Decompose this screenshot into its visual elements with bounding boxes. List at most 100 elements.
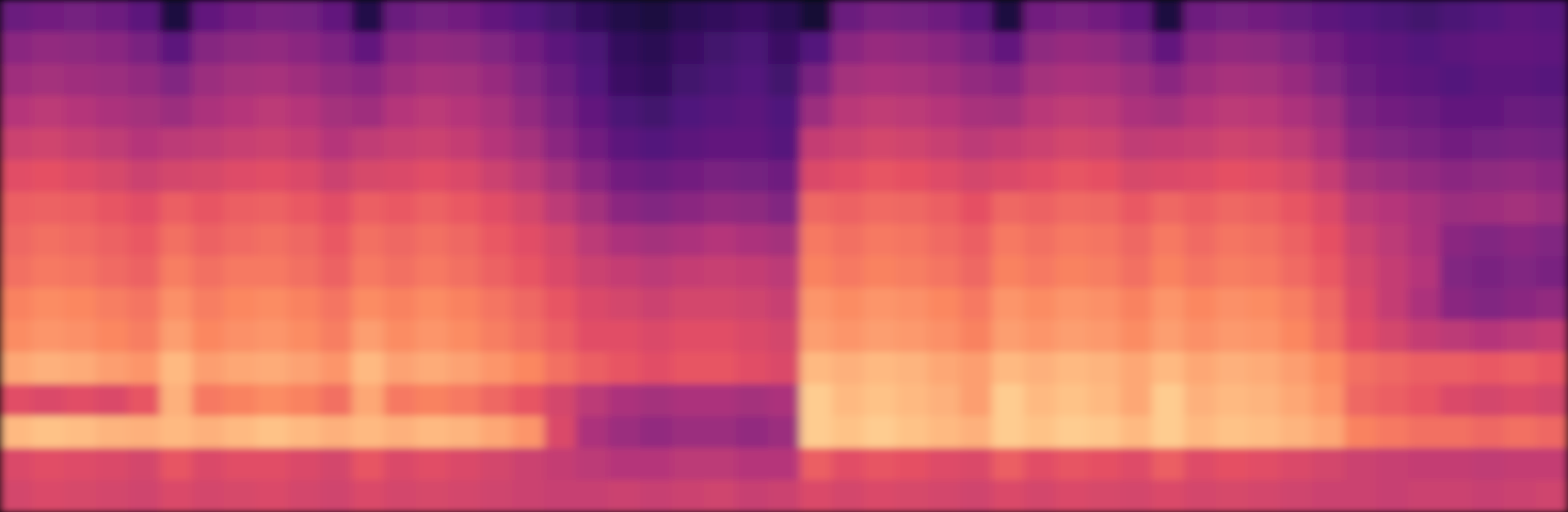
- cell: [1056, 224, 1089, 257]
- cell: [0, 256, 33, 289]
- cell: [32, 448, 65, 481]
- cell: [544, 0, 577, 33]
- cell: [1120, 384, 1153, 417]
- cell: [704, 288, 737, 321]
- cell: [1120, 480, 1153, 512]
- cell: [480, 192, 513, 225]
- cell: [672, 416, 705, 449]
- cell: [1248, 224, 1281, 257]
- cell: [288, 128, 321, 161]
- cell: [576, 384, 609, 417]
- cell: [1472, 288, 1505, 321]
- cell: [736, 160, 769, 193]
- cell: [1376, 192, 1409, 225]
- cell: [352, 96, 385, 129]
- cell: [576, 256, 609, 289]
- cell: [768, 64, 801, 97]
- cell: [160, 192, 193, 225]
- cell: [256, 320, 289, 353]
- cell: [1120, 128, 1153, 161]
- cell: [1408, 224, 1441, 257]
- cell: [416, 32, 449, 65]
- cell: [256, 32, 289, 65]
- cell: [864, 128, 897, 161]
- cell: [1504, 320, 1537, 353]
- cell: [64, 352, 97, 385]
- cell: [1536, 224, 1568, 257]
- cell: [0, 160, 33, 193]
- cell: [1120, 288, 1153, 321]
- cell: [1280, 384, 1313, 417]
- cell: [864, 32, 897, 65]
- cell: [224, 0, 257, 33]
- cell: [352, 416, 385, 449]
- cell: [1120, 416, 1153, 449]
- cell: [352, 288, 385, 321]
- cell: [864, 160, 897, 193]
- cell: [128, 32, 161, 65]
- cell: [64, 448, 97, 481]
- cell: [1536, 480, 1568, 512]
- cell: [96, 128, 129, 161]
- cell: [416, 352, 449, 385]
- cell: [640, 128, 673, 161]
- cell: [1472, 352, 1505, 385]
- cell: [672, 256, 705, 289]
- cell: [1280, 32, 1313, 65]
- cell: [32, 320, 65, 353]
- cell: [1056, 128, 1089, 161]
- cell: [800, 416, 833, 449]
- cell: [1216, 352, 1249, 385]
- cell: [0, 352, 33, 385]
- cell: [928, 448, 961, 481]
- cell: [832, 352, 865, 385]
- cell: [480, 64, 513, 97]
- cell: [928, 160, 961, 193]
- cell: [1088, 352, 1121, 385]
- cell: [32, 288, 65, 321]
- cell: [576, 480, 609, 512]
- cell: [128, 288, 161, 321]
- cell: [192, 128, 225, 161]
- cell: [1504, 32, 1537, 65]
- cell: [1216, 480, 1249, 512]
- cell: [1248, 192, 1281, 225]
- cell: [1088, 128, 1121, 161]
- cell: [576, 288, 609, 321]
- cell: [544, 288, 577, 321]
- cell: [640, 192, 673, 225]
- cell: [1408, 288, 1441, 321]
- cell: [320, 192, 353, 225]
- cell: [320, 288, 353, 321]
- cell: [704, 352, 737, 385]
- cell: [1024, 384, 1057, 417]
- cell: [416, 192, 449, 225]
- cell: [96, 384, 129, 417]
- cell: [64, 0, 97, 33]
- cell: [384, 160, 417, 193]
- cell: [1024, 480, 1057, 512]
- cell: [160, 32, 193, 65]
- cell: [1248, 288, 1281, 321]
- cell: [576, 224, 609, 257]
- cell: [640, 224, 673, 257]
- cell: [576, 0, 609, 33]
- cell: [160, 448, 193, 481]
- cell: [1056, 384, 1089, 417]
- cell: [928, 64, 961, 97]
- cell: [1152, 480, 1185, 512]
- cell: [1312, 128, 1345, 161]
- cell: [1440, 32, 1473, 65]
- cell: [192, 416, 225, 449]
- cell: [1024, 416, 1057, 449]
- cell: [352, 480, 385, 512]
- cell: [1312, 160, 1345, 193]
- cell: [1088, 384, 1121, 417]
- cell: [128, 480, 161, 512]
- cell: [1152, 64, 1185, 97]
- cell: [736, 64, 769, 97]
- cell: [1056, 160, 1089, 193]
- cell: [416, 128, 449, 161]
- cell: [32, 160, 65, 193]
- cell: [192, 32, 225, 65]
